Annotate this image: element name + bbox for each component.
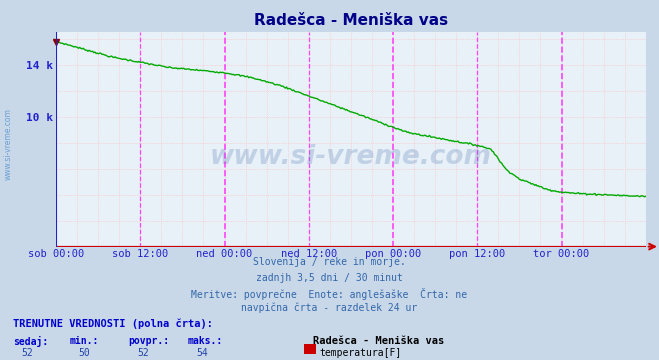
Text: Slovenija / reke in morje.: Slovenija / reke in morje.: [253, 257, 406, 267]
Text: temperatura[F]: temperatura[F]: [320, 348, 402, 358]
Text: povpr.:: povpr.:: [129, 336, 169, 346]
Text: 50: 50: [78, 348, 90, 358]
Text: 52: 52: [137, 348, 149, 358]
Text: zadnjh 3,5 dni / 30 minut: zadnjh 3,5 dni / 30 minut: [256, 273, 403, 283]
Text: maks.:: maks.:: [188, 336, 223, 346]
Text: www.si-vreme.com: www.si-vreme.com: [210, 144, 492, 170]
Text: navpična črta - razdelek 24 ur: navpična črta - razdelek 24 ur: [241, 303, 418, 313]
Text: 52: 52: [22, 348, 34, 358]
Text: www.si-vreme.com: www.si-vreme.com: [3, 108, 13, 180]
Text: sedaj:: sedaj:: [13, 336, 48, 347]
Text: 54: 54: [196, 348, 208, 358]
Title: Radešca - Meniška vas: Radešca - Meniška vas: [254, 13, 448, 28]
Text: TRENUTNE VREDNOSTI (polna črta):: TRENUTNE VREDNOSTI (polna črta):: [13, 319, 213, 329]
Text: Meritve: povprečne  Enote: anglešaške  Črta: ne: Meritve: povprečne Enote: anglešaške Črt…: [191, 288, 468, 300]
Text: Radešca - Meniška vas: Radešca - Meniška vas: [313, 336, 444, 346]
Text: min.:: min.:: [69, 336, 99, 346]
